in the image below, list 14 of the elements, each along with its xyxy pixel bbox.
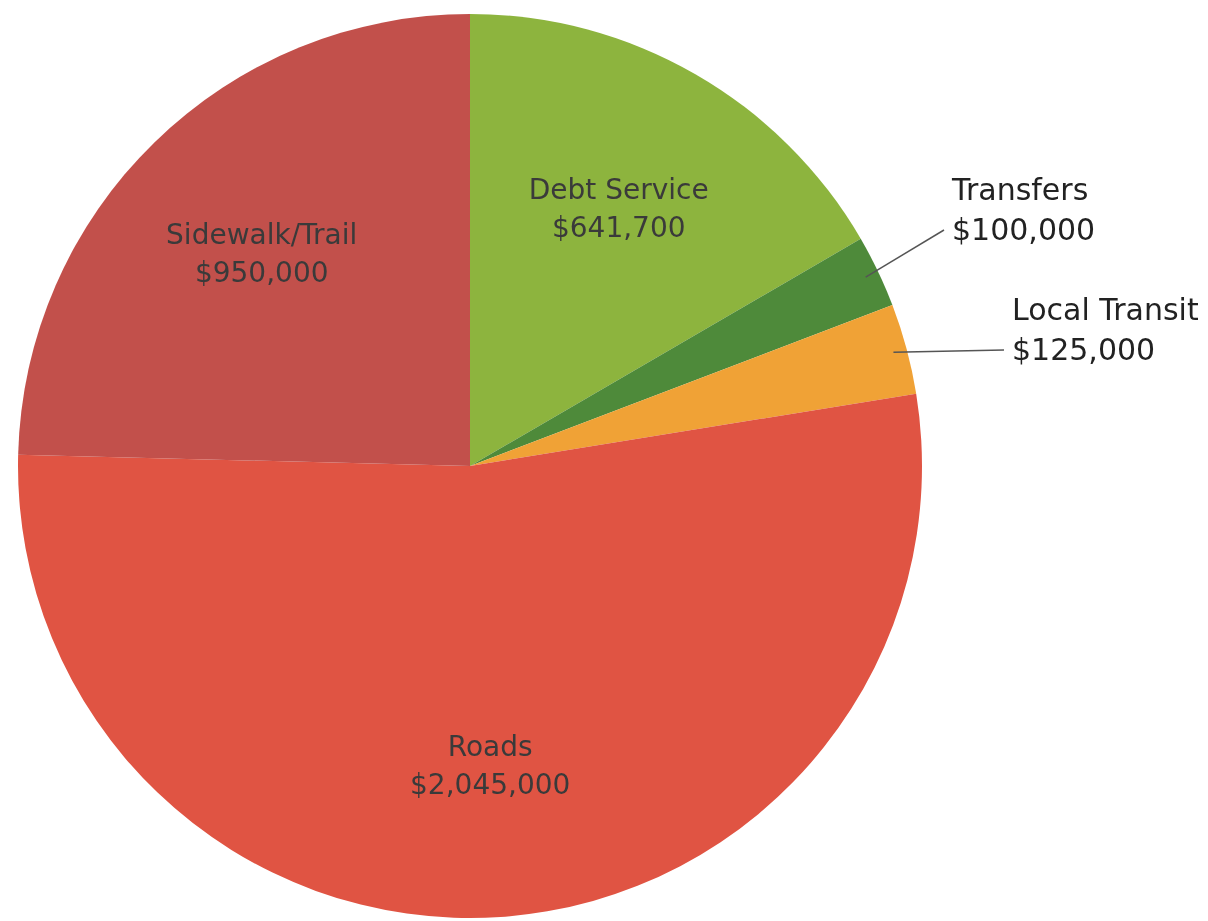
slice-label: Debt Service [528, 173, 709, 207]
pie-slice [470, 305, 917, 466]
slice-label: Transfers [951, 172, 1089, 207]
data-label: $125,000 [1012, 332, 1156, 367]
data-label: $950,000 [194, 256, 329, 290]
slice-label: Sidewalk/Trail [166, 218, 358, 252]
pie-slice [470, 14, 861, 466]
slice-label: Roads [447, 729, 533, 763]
data-label: $2,045,000 [410, 767, 571, 801]
data-label: $641,700 [551, 211, 686, 245]
pie-slice [18, 393, 922, 918]
data-label: $100,000 [952, 212, 1096, 247]
pie-slice [18, 14, 470, 466]
slice-label: Local Transit [1012, 292, 1199, 327]
